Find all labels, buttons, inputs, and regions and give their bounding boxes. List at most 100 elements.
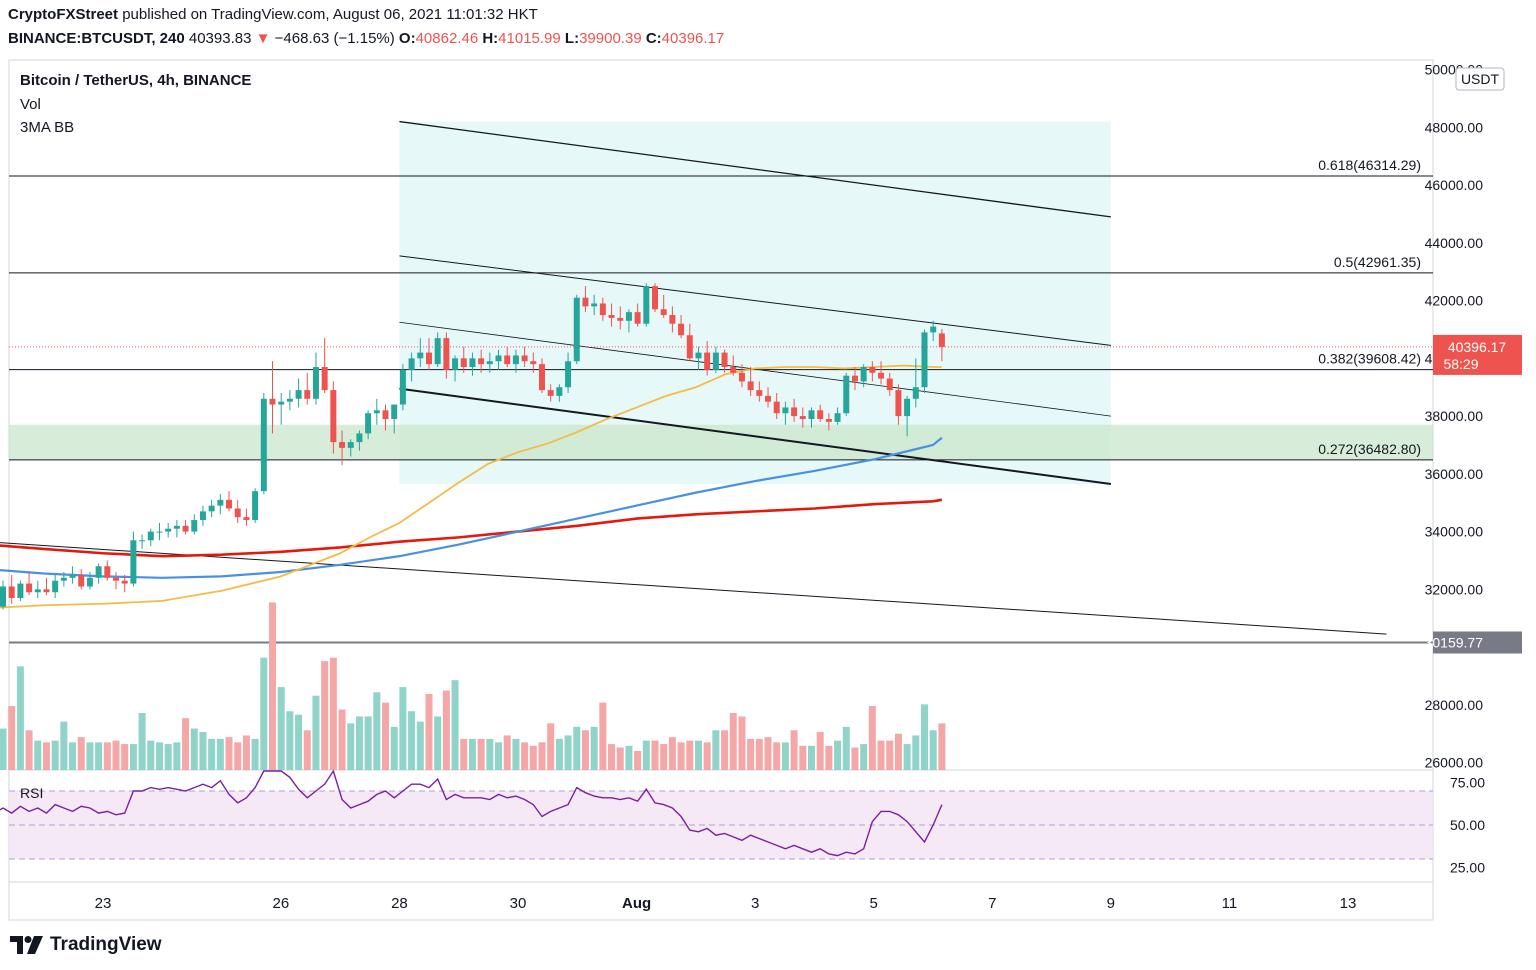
rsi-tick-label: 25.00 xyxy=(1450,860,1485,876)
candle-body xyxy=(791,407,798,417)
volume-bar xyxy=(477,738,485,770)
volume-bar xyxy=(182,718,190,770)
close-value: 40396.17 xyxy=(661,30,725,47)
volume-bar xyxy=(495,742,503,770)
volume-bar xyxy=(677,742,685,770)
candle-body xyxy=(417,352,424,359)
support-tag xyxy=(1433,631,1522,654)
candle-body xyxy=(382,410,389,419)
volume-bar xyxy=(77,737,85,770)
volume-bar xyxy=(95,742,103,770)
candle-body xyxy=(625,312,632,321)
candle-body xyxy=(217,499,224,506)
candle-body xyxy=(452,358,459,370)
volume-bar xyxy=(538,742,546,770)
down-arrow-icon: ▼ xyxy=(255,30,271,47)
candle-body xyxy=(78,574,85,587)
volume-bar xyxy=(190,728,198,770)
last-price: 40393.83 xyxy=(188,30,252,47)
volume-bar xyxy=(312,695,320,770)
price-tick-label: 38000.00 xyxy=(1425,408,1484,424)
price-tick-label: 48000.00 xyxy=(1425,119,1484,135)
author-name[interactable]: CryptoFXStreet xyxy=(8,6,119,23)
volume-bar xyxy=(0,728,7,770)
time-tick-label: 26 xyxy=(273,895,290,912)
candle-body xyxy=(443,338,450,370)
candle-body xyxy=(608,315,615,318)
volume-bar xyxy=(686,740,694,770)
volume-bar xyxy=(25,730,33,770)
volume-bar xyxy=(773,742,781,770)
volume-bar xyxy=(894,733,902,770)
currency-label: USDT xyxy=(1461,71,1500,87)
volume-bar xyxy=(373,692,381,770)
price-tick-label: 28000.00 xyxy=(1425,697,1484,713)
price-tick-label: 32000.00 xyxy=(1425,581,1484,597)
volume-bar xyxy=(886,740,894,770)
price-change: −468.63 (−1.15%) xyxy=(274,30,395,47)
volume-bar xyxy=(103,742,111,770)
candle-body xyxy=(130,540,137,584)
volume-bar xyxy=(764,737,772,770)
volume-bar xyxy=(408,711,416,770)
price-tick-label: 42000.00 xyxy=(1425,293,1484,309)
volume-bar xyxy=(60,721,68,770)
candle-body xyxy=(712,352,719,370)
volume-bar xyxy=(173,742,181,770)
rsi-line xyxy=(0,769,943,857)
candle-body xyxy=(878,372,885,379)
tradingview-logo[interactable]: TradingView xyxy=(10,934,162,956)
candle-body xyxy=(538,364,545,391)
time-tick-label: 5 xyxy=(870,895,878,912)
candle-body xyxy=(0,586,7,607)
volume-bar xyxy=(634,751,642,770)
candle-body xyxy=(504,355,511,365)
candle-body xyxy=(330,390,337,443)
volume-bar xyxy=(668,737,676,770)
trendline-channel-lower xyxy=(399,387,1111,485)
price-tick-label: 44000.00 xyxy=(1425,235,1484,251)
publish-line: CryptoFXStreet published on TradingView.… xyxy=(8,6,538,23)
volume-bar xyxy=(390,726,398,770)
candle-body xyxy=(730,367,737,373)
volume-bar xyxy=(442,690,450,770)
candle-body xyxy=(391,404,398,419)
candle-body xyxy=(347,442,354,448)
candle-body xyxy=(478,358,485,365)
ma-slow-line xyxy=(0,498,943,558)
volume-bar xyxy=(338,709,346,770)
candle-body xyxy=(43,589,50,593)
volume-bar xyxy=(8,706,16,770)
candle-body xyxy=(912,387,919,399)
candle-body xyxy=(695,352,702,359)
candle-body xyxy=(860,367,867,382)
low-label: L: xyxy=(564,30,580,47)
candle-body xyxy=(156,531,163,533)
rsi-tick-label: 75.00 xyxy=(1450,775,1485,791)
tradingview-logo-text: TradingView xyxy=(50,934,162,955)
time-tick-label: 23 xyxy=(95,895,112,912)
volume-bar xyxy=(781,742,789,770)
candle-body xyxy=(60,577,67,581)
volume-bar xyxy=(747,738,755,770)
volume-bar xyxy=(938,723,946,770)
candle-body xyxy=(530,361,537,365)
candle-body xyxy=(921,332,928,388)
volume-bar xyxy=(703,742,711,770)
candle-body xyxy=(373,410,380,414)
volume-bar xyxy=(147,740,155,770)
volume-bar xyxy=(329,657,337,770)
volume-bar xyxy=(155,742,163,770)
fib-label-0.272: 0.272(36482.80) xyxy=(1318,441,1421,457)
volume-bar xyxy=(277,687,285,770)
candle-body xyxy=(773,401,780,414)
candle-body xyxy=(321,367,328,391)
volume-bar xyxy=(34,740,42,770)
volume-bar xyxy=(816,732,824,770)
volume-bar xyxy=(529,745,537,770)
time-tick-label: 28 xyxy=(391,895,408,912)
volume-bar xyxy=(921,704,929,770)
volume-bar xyxy=(929,730,937,770)
volume-bar xyxy=(625,745,633,770)
